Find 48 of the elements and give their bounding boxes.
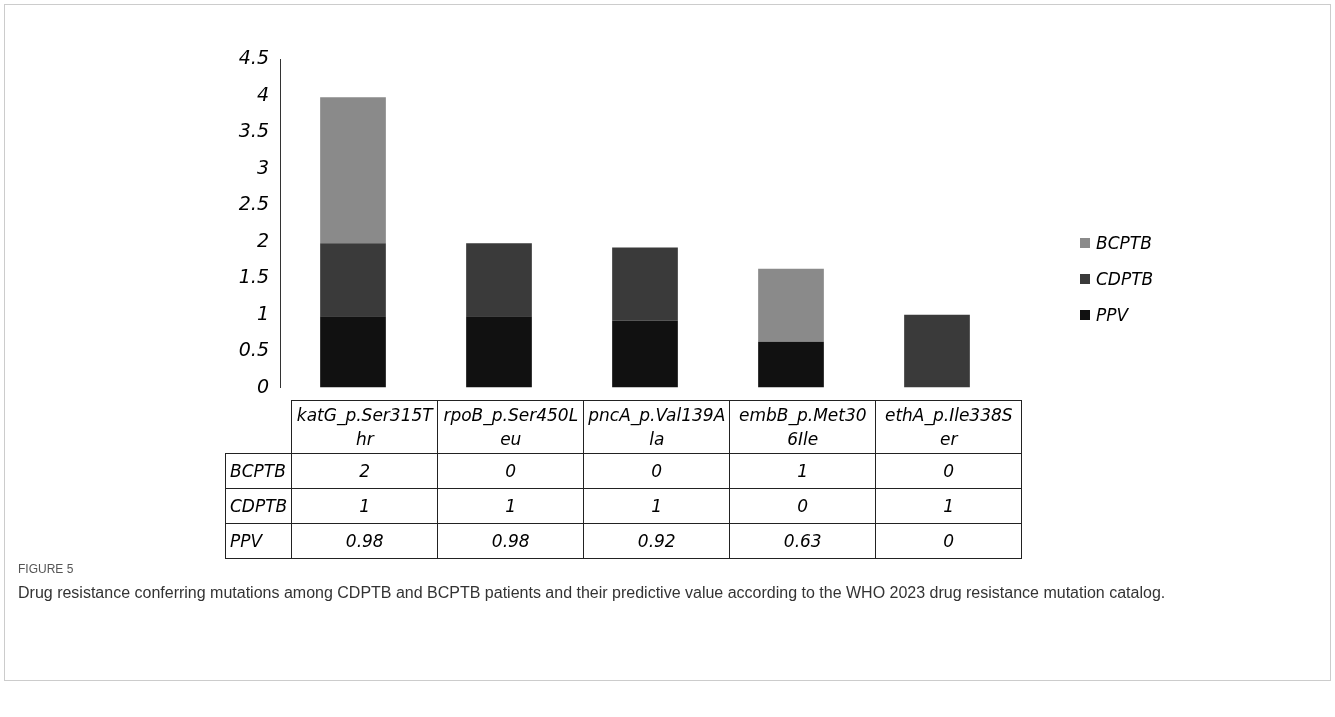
data-label: 1 [583,488,730,524]
bar [320,316,386,388]
data-label: 0.98 [437,523,584,559]
x-tick-label: ethA_p.Ile338Ser [875,400,1022,454]
data-label: 1 [437,488,584,524]
data-label: 0.98 [291,523,438,559]
data-label: 0 [437,453,584,489]
legend-label: CDPTB [1096,269,1154,289]
bar [466,243,532,317]
data-label: 0 [729,488,876,524]
bar [320,243,386,317]
y-tick-label: 3.5 [238,119,269,142]
y-tick-label: 1 [256,301,269,324]
bar [758,268,824,342]
bar [758,341,824,388]
legend-label: PPV [1096,305,1129,325]
data-label: 1 [729,453,876,489]
data-label: 0 [875,453,1022,489]
text: PPV [230,531,263,551]
bar [612,320,678,388]
text: CDPTB [230,496,288,516]
data-label: 0.92 [583,523,730,559]
bar [466,316,532,388]
text: BCPTB [230,461,286,481]
data-label: 2 [291,453,438,489]
text: Drug resistance conferring mutations among CDPTB and BCPTB patients and their predictive value according to the WHO 2023 drug resistance mutation catalog. [18,583,1167,603]
data-label: 0 [875,523,1022,559]
y-tick-label: 0 [256,374,269,397]
bar [904,314,970,388]
data-label: 0.63 [729,523,876,559]
y-tick-label: 4.5 [238,46,269,69]
data-label: 0 [583,453,730,489]
y-tick-label: 2 [256,228,269,251]
bar [320,97,386,244]
legend-label: BCPTB [1096,233,1152,253]
y-tick-label: 2.5 [238,192,269,215]
data-label: 1 [291,488,438,524]
x-tick-label: pncA_p.Val139Ala [583,400,730,454]
y-tick-label: 1.5 [238,265,269,288]
x-tick-label: embB_p.Met306Ile [729,400,876,454]
y-tick-label: 4 [256,82,269,105]
y-tick-label: 0.5 [238,338,269,361]
data-label: 1 [875,488,1022,524]
x-tick-label: katG_p.Ser315Thr [291,400,438,454]
caption: FIGURE 5 [18,562,75,576]
y-tick-label: 3 [256,155,269,178]
x-tick-label: rpoB_p.Ser450Leu [437,400,584,454]
bar [612,247,678,321]
